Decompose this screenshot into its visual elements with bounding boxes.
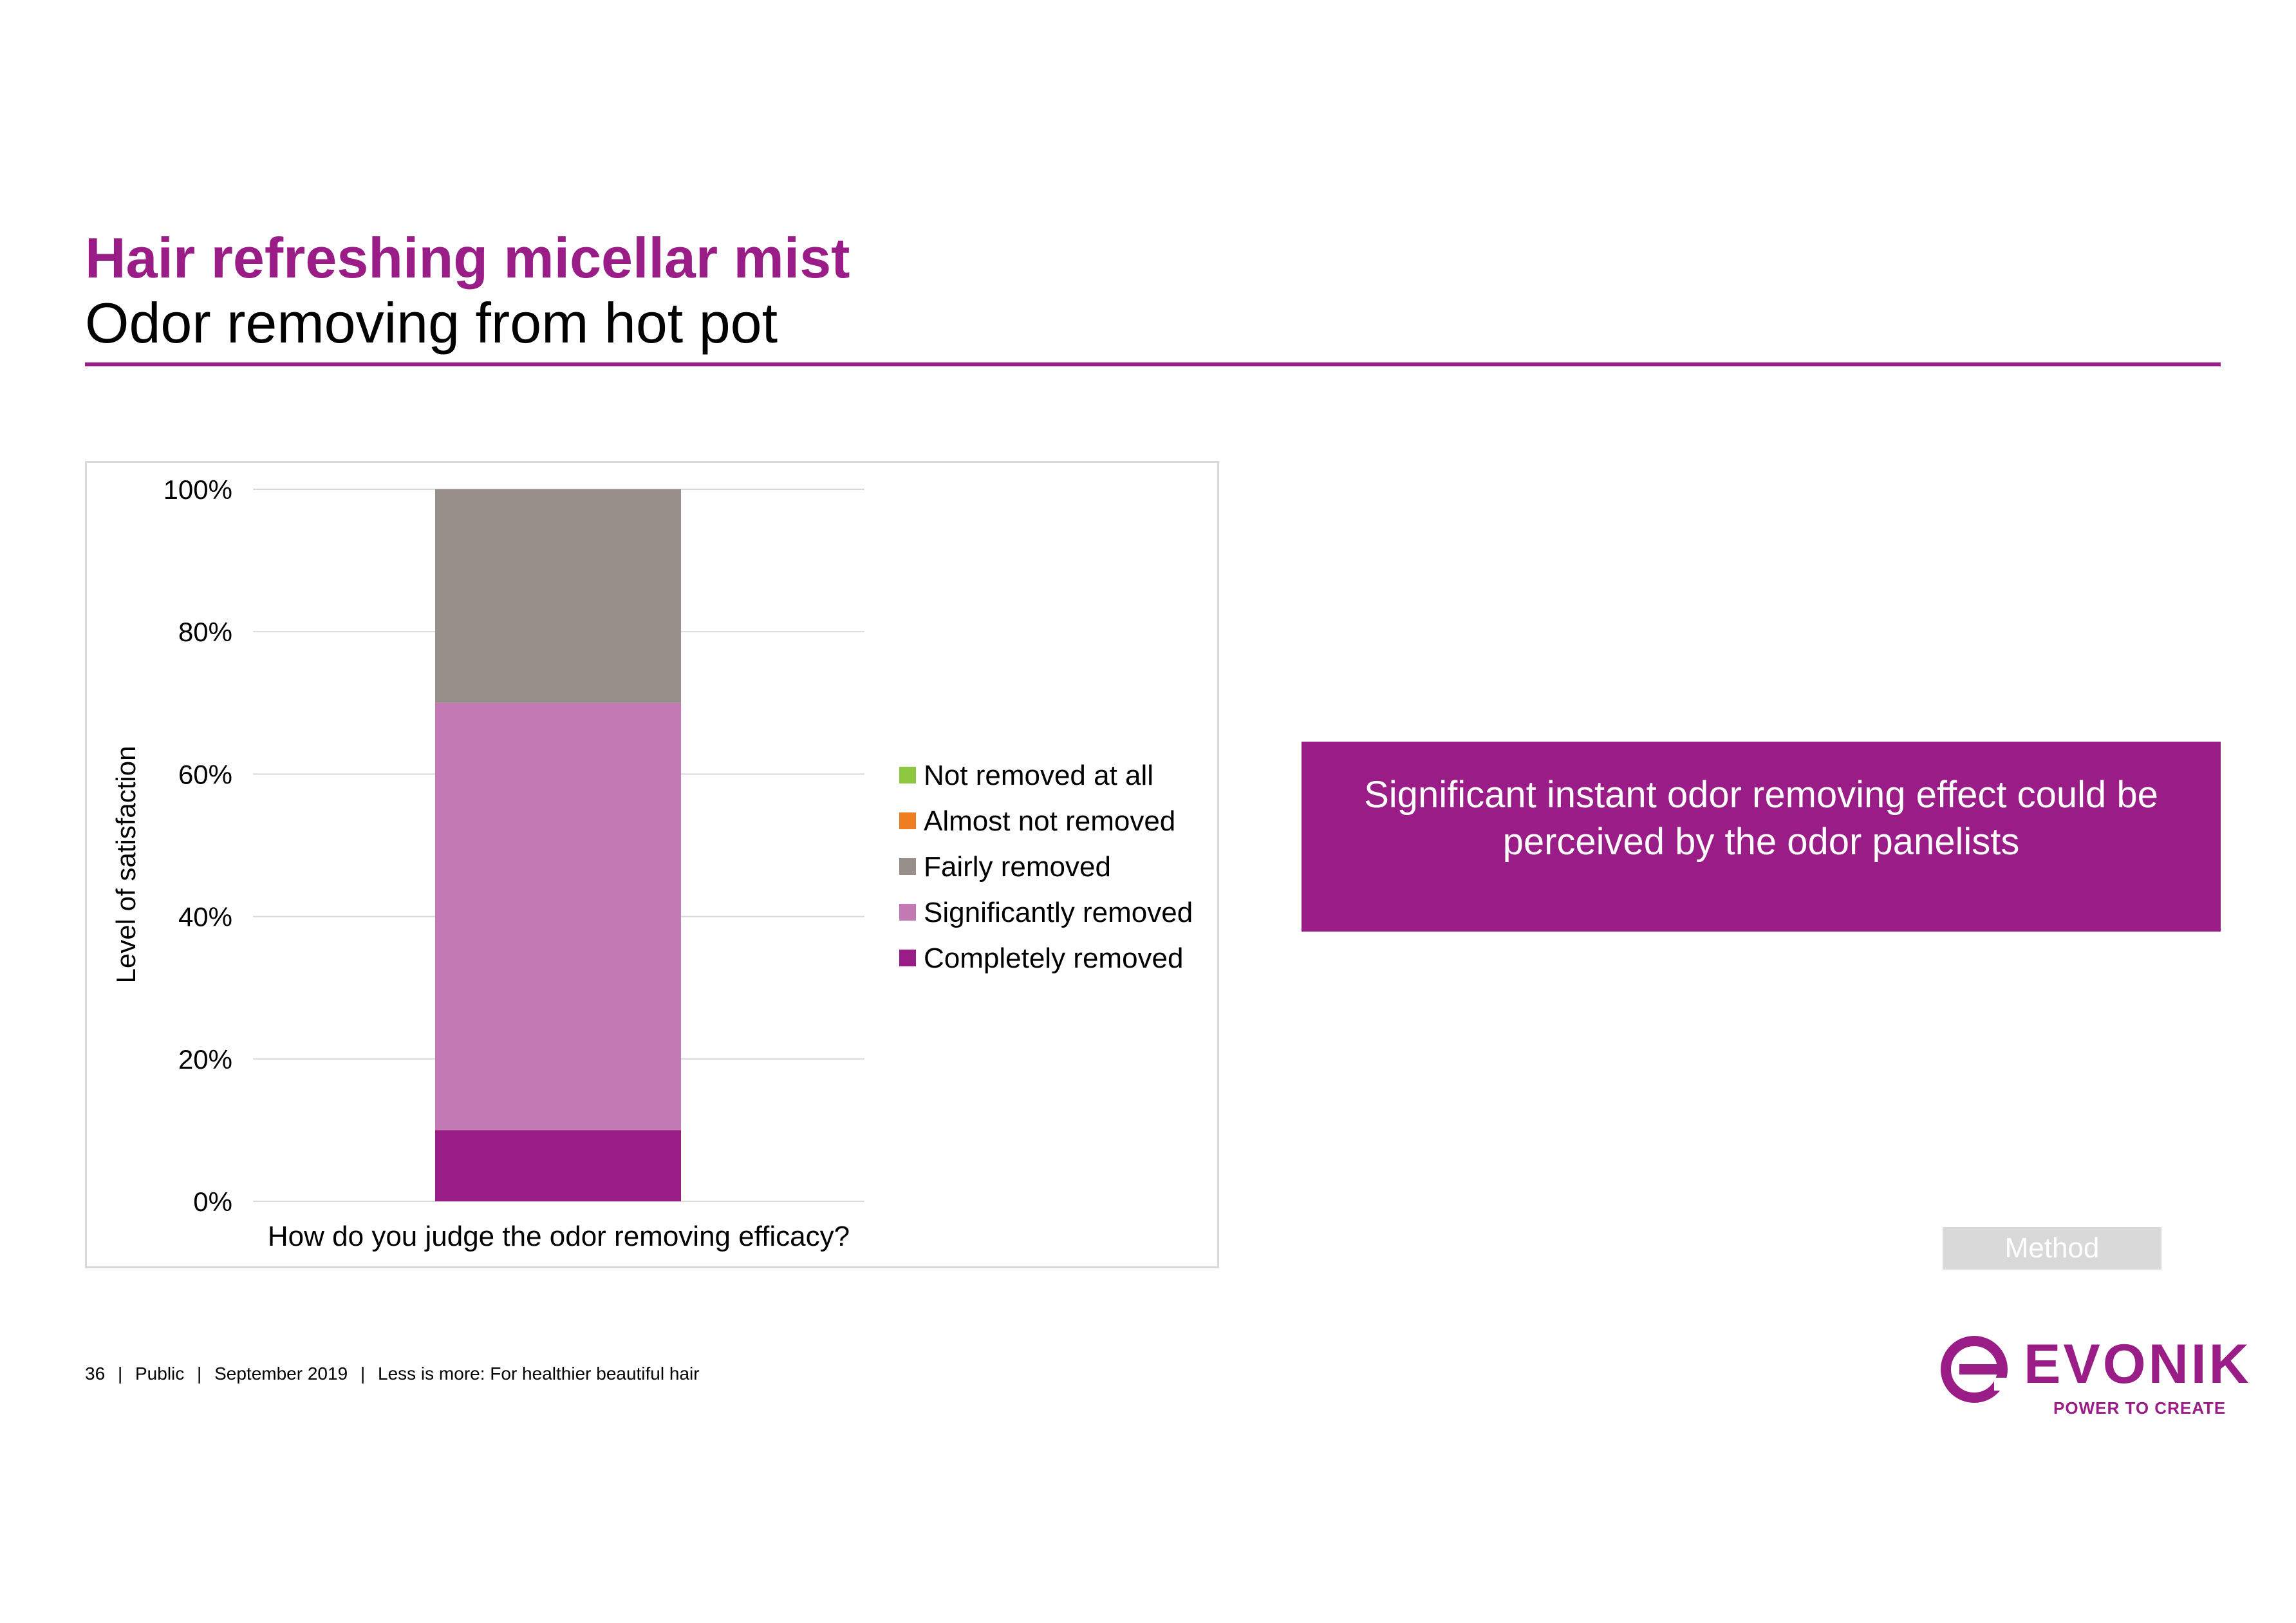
title-divider: [85, 362, 2221, 366]
legend-label: Almost not removed: [924, 805, 1175, 837]
y-tick-label: 100%: [163, 474, 232, 505]
legend-swatch: [899, 950, 916, 966]
y-tick-label: 0%: [193, 1187, 232, 1217]
logo-tagline: POWER TO CREATE: [2053, 1398, 2226, 1418]
page-subtitle: Odor removing from hot pot: [85, 291, 778, 355]
footer-separator: |: [360, 1364, 366, 1384]
bar-segment: [435, 1130, 681, 1201]
x-axis-label: How do you judge the odor removing effic…: [268, 1221, 850, 1252]
page-number: 36: [85, 1364, 106, 1384]
classification-label: Public: [135, 1364, 185, 1384]
callout-text: Significant instant odor removing effect…: [1364, 774, 2158, 863]
bar-segment: [435, 489, 681, 703]
bar-segment: [435, 702, 681, 1130]
y-tick-label: 80%: [178, 617, 232, 647]
page-title: Hair refreshing micellar mist: [85, 226, 850, 290]
footer-separator: |: [117, 1364, 123, 1384]
presentation-title: Less is more: For healthier beautiful ha…: [378, 1364, 700, 1384]
evonik-logo-icon: [1941, 1336, 2010, 1403]
legend-label: Completely removed: [924, 943, 1184, 974]
chart-container: 0% 20% 40% 60% 80% 100% How do you judge the o…: [85, 461, 1219, 1268]
legend-label: Significantly removed: [924, 897, 1193, 928]
footer: 36 | Public | September 2019 | Less is m…: [85, 1364, 700, 1384]
y-tick-label: 60%: [178, 759, 232, 789]
key-finding-callout: Significant instant odor removing effect…: [1302, 742, 2221, 932]
legend-swatch: [899, 767, 916, 783]
evonik-logo: EVONIK POWER TO CREATE: [1939, 1333, 2249, 1418]
stacked-bar-chart: 0% 20% 40% 60% 80% 100% How do you judge the o…: [111, 474, 1193, 1252]
y-tick-label: 20%: [178, 1044, 232, 1074]
legend-label: Fairly removed: [924, 851, 1111, 883]
legend-swatch: [899, 858, 916, 875]
method-button[interactable]: Method: [1943, 1227, 2161, 1270]
footer-separator: |: [197, 1364, 202, 1384]
y-axis-label: Level of satisfaction: [111, 746, 141, 984]
footer-date: September 2019: [214, 1364, 348, 1384]
legend-swatch: [899, 904, 916, 921]
legend-label: Not removed at all: [924, 760, 1153, 791]
logo-wordmark: EVONIK: [2024, 1333, 2252, 1395]
legend-swatch: [899, 812, 916, 829]
y-tick-label: 40%: [178, 902, 232, 932]
